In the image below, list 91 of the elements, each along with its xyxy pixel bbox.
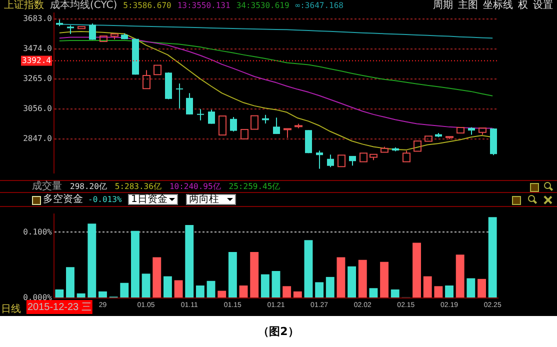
candlestick [208, 109, 215, 124]
y-tick-label: 3056.0 [23, 104, 52, 114]
bar [434, 286, 443, 298]
text: 日线 [1, 304, 21, 316]
bar [380, 262, 389, 298]
text: 34:3530.619 [236, 0, 290, 12]
text: （图2） [258, 325, 299, 338]
y-tick-label: 0.000% [23, 293, 52, 302]
x-tick-label: 2015-12-23 三 [27, 302, 92, 313]
candlestick [176, 83, 183, 109]
bar [336, 257, 346, 298]
bar [272, 271, 280, 298]
bar [66, 267, 74, 298]
candlestick [424, 136, 432, 142]
bar [239, 286, 248, 298]
text: ∞:3647.168 [295, 0, 344, 12]
bar [196, 286, 204, 298]
y-tick-label: 3683.0 [23, 14, 52, 24]
bar [466, 278, 476, 298]
bar [130, 230, 140, 298]
text: 权 [518, 0, 528, 12]
candlestick [414, 140, 422, 152]
candlestick [197, 108, 204, 121]
bar [55, 289, 64, 298]
bar [218, 290, 226, 298]
candlestick [100, 35, 108, 42]
bar [445, 286, 454, 298]
chart-title: 多空资金 [43, 193, 83, 206]
bar [152, 257, 162, 298]
text: 坐标线 [483, 0, 513, 12]
bar [412, 242, 422, 298]
candlestick [89, 22, 96, 40]
chart-title: 上证指数 [4, 0, 44, 12]
candlestick [186, 92, 193, 115]
candlestick [154, 64, 162, 76]
bar [142, 274, 150, 298]
bar [315, 282, 324, 298]
bar [250, 252, 259, 298]
text: 成交量 [32, 181, 62, 192]
bar [163, 276, 172, 298]
text: 25:259.45亿 [228, 181, 280, 192]
bar [369, 288, 378, 298]
bar [488, 217, 497, 298]
text: 5:283.36亿 [114, 181, 162, 192]
y-tick-label: 2847.0 [23, 134, 52, 144]
candlestick [338, 154, 346, 168]
text: 设置 [533, 0, 553, 12]
bar [348, 266, 356, 298]
candlestick [327, 154, 334, 168]
bar [174, 280, 183, 298]
text: 13:3550.131 [177, 0, 230, 12]
candlestick [250, 115, 258, 130]
bar [358, 260, 367, 298]
bar [120, 282, 129, 298]
chart-subtitle: 成本均线(CYC) [50, 0, 118, 12]
bar [326, 276, 334, 298]
candlestick [316, 150, 323, 170]
y-tick-label: 0.100% [23, 227, 52, 236]
text: 5:3586.670 [123, 0, 172, 12]
bar [206, 280, 216, 298]
candlestick [230, 116, 237, 132]
y-tick-label: 3474.0 [23, 44, 52, 54]
candlestick [218, 116, 226, 136]
text: -0.013% [88, 194, 122, 206]
text: 周期 [433, 0, 453, 12]
text: 298.20亿 [70, 181, 107, 192]
bar [88, 224, 96, 298]
candlestick [305, 130, 312, 154]
text: 10:240.95亿 [169, 181, 221, 192]
dropdown-field: 两向柱 [186, 194, 236, 205]
ref-line-label: 3392.4 [22, 56, 52, 65]
bar [293, 291, 302, 298]
y-tick-label: 3265.0 [23, 74, 52, 84]
bar [260, 274, 270, 298]
bar [185, 224, 194, 298]
bar [478, 278, 486, 298]
candlestick [142, 70, 150, 90]
bar [456, 254, 464, 298]
bar [98, 291, 107, 298]
candlestick [360, 152, 368, 162]
candlestick [240, 129, 248, 140]
candlestick [78, 26, 86, 30]
bar [228, 252, 237, 298]
bar [390, 289, 400, 298]
bar [282, 286, 292, 298]
candlestick [456, 127, 464, 134]
bar [304, 240, 313, 298]
candlestick [273, 117, 280, 134]
bar [76, 293, 86, 298]
bar [423, 276, 432, 298]
dropdown-field: 1日资金 [128, 194, 178, 205]
